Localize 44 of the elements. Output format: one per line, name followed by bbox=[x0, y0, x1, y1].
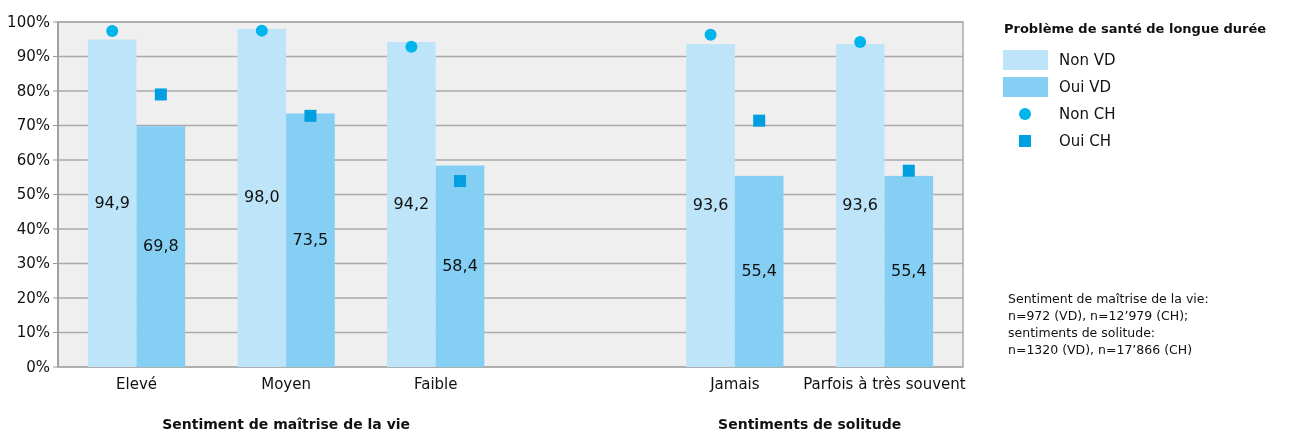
x-tick-label: Moyen bbox=[261, 375, 311, 393]
bar bbox=[237, 28, 287, 367]
y-tick-label: 30% bbox=[16, 254, 50, 272]
x-tick-label: Parfois à très souvent bbox=[803, 375, 966, 393]
y-tick-label: 50% bbox=[16, 185, 50, 203]
data-label: 94,9 bbox=[94, 192, 131, 212]
bar bbox=[87, 39, 137, 367]
legend-label: Non VD bbox=[1059, 50, 1116, 69]
y-tick-label: 20% bbox=[16, 288, 50, 307]
y-tick-label: 10% bbox=[16, 323, 50, 341]
legend-title: Problème de santé de longue durée bbox=[1004, 21, 1267, 36]
legend-label: Oui CH bbox=[1059, 131, 1112, 150]
data-label: 98,0 bbox=[244, 187, 280, 207]
bar bbox=[286, 113, 335, 367]
bar bbox=[734, 175, 784, 367]
y-tick-label: 90% bbox=[16, 47, 50, 65]
x-tick-label: Faible bbox=[413, 375, 458, 393]
y-tick-label: 100% bbox=[7, 12, 50, 31]
data-label: 69,8 bbox=[143, 236, 179, 256]
bar bbox=[686, 44, 735, 367]
y-tick-label: 70% bbox=[16, 116, 50, 134]
legend-label: Oui VD bbox=[1059, 77, 1112, 96]
data-label: 94,2 bbox=[393, 194, 430, 214]
bar bbox=[435, 165, 485, 367]
bar bbox=[835, 44, 885, 367]
x-tick-label: Elevé bbox=[116, 375, 158, 393]
y-tick-label: 80% bbox=[16, 81, 50, 100]
text: Sentiment de maîtrise de la vie: n=972 (VD), n=12’979 (CH); sentiments de solitude: n=1320 (VD), n=17’866 (CH) bbox=[1008, 291, 1209, 357]
data-label: 93,6 bbox=[842, 195, 878, 215]
y-tick-label: 0% bbox=[26, 357, 50, 376]
y-tick-label: 40% bbox=[16, 219, 50, 238]
data-label: 73,5 bbox=[292, 229, 329, 249]
x-tick-label: Jamais bbox=[709, 375, 760, 393]
text: Sentiments de solitude bbox=[718, 416, 902, 432]
data-label: 55,4 bbox=[890, 260, 927, 280]
data-label: 55,4 bbox=[741, 260, 777, 280]
y-tick-label: 60% bbox=[16, 150, 50, 169]
bar bbox=[136, 126, 186, 367]
bar bbox=[387, 42, 436, 367]
data-label: 93,6 bbox=[692, 195, 729, 215]
text: Sentiment de maîtrise de la vie bbox=[162, 416, 411, 432]
bar bbox=[884, 175, 934, 367]
data-label: 58,4 bbox=[442, 255, 478, 275]
legend-label: Non CH bbox=[1059, 104, 1116, 123]
